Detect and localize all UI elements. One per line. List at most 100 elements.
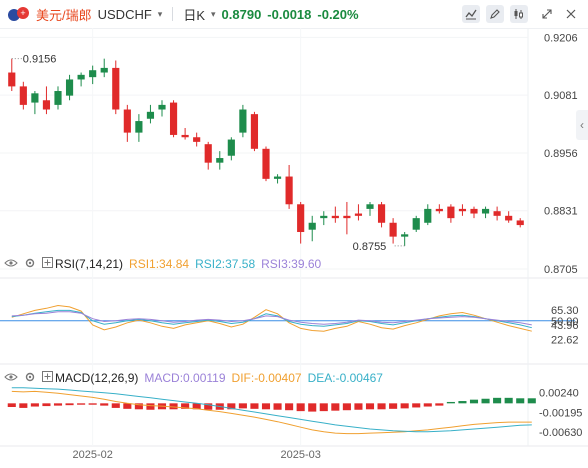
candle-body bbox=[285, 176, 293, 205]
macd-histogram-bar bbox=[481, 398, 490, 404]
pair-symbol[interactable]: USDCHF bbox=[97, 6, 152, 22]
candle-body bbox=[112, 67, 120, 110]
rsi2-value: RSI2:37.58 bbox=[195, 257, 256, 271]
macd-histogram-bar bbox=[342, 403, 351, 411]
candle-body bbox=[239, 109, 247, 133]
macd-histogram-bar bbox=[504, 397, 513, 404]
macd-histogram-bar bbox=[377, 403, 386, 410]
hide-eye-icon[interactable] bbox=[4, 371, 18, 385]
candle-body bbox=[42, 100, 51, 110]
macd-histogram-bar bbox=[100, 403, 109, 406]
side-panel-toggle-icon[interactable]: ‹ bbox=[576, 110, 588, 140]
macd-dif-line bbox=[11, 390, 532, 435]
macd-histogram-bar bbox=[458, 401, 467, 404]
candle-body bbox=[123, 109, 131, 133]
macd-histogram-bar bbox=[88, 403, 97, 405]
candle-body bbox=[320, 215, 328, 219]
macd-histogram-bar bbox=[331, 403, 340, 411]
price-change: -0.0018 bbox=[267, 6, 312, 22]
candle-body bbox=[146, 111, 155, 119]
candle-body bbox=[227, 139, 235, 156]
candle-body bbox=[424, 208, 432, 223]
settings-gear-icon[interactable] bbox=[24, 371, 36, 386]
macd-histogram-bar bbox=[192, 403, 201, 410]
candle-body bbox=[8, 72, 16, 87]
macd-histogram-bar bbox=[169, 403, 178, 410]
price-tick-label: 0.8705 bbox=[544, 264, 578, 276]
candle-body bbox=[516, 220, 524, 226]
candle-body bbox=[308, 222, 316, 230]
macd-histogram-bar bbox=[527, 398, 536, 404]
macd-histogram-bar bbox=[296, 403, 305, 412]
expand-icon[interactable] bbox=[538, 5, 556, 23]
macd-histogram-bar bbox=[250, 403, 259, 409]
chart-header: + 美元/瑞郎 USDCHF ▾ 日K ▾ 0.8790 -0.0018 -0.… bbox=[0, 0, 588, 29]
rsi-tick-label: 43.96 bbox=[551, 320, 579, 332]
candle-body bbox=[458, 208, 467, 212]
candle-body bbox=[135, 121, 143, 133]
macd-histogram-bar bbox=[53, 403, 63, 406]
macd-histogram-bar bbox=[493, 397, 502, 404]
candle-body bbox=[77, 74, 85, 80]
candle-body bbox=[435, 208, 443, 212]
candle-body bbox=[377, 204, 386, 223]
candle-body bbox=[470, 208, 478, 214]
macd-histogram-bar bbox=[7, 403, 16, 407]
candle-body bbox=[273, 176, 282, 179]
price-tick-label: 0.9081 bbox=[544, 90, 578, 102]
x-tick-label: 2025-02 bbox=[72, 449, 112, 461]
expand-plus-icon[interactable] bbox=[42, 257, 53, 271]
macd-histogram-bar bbox=[111, 403, 120, 408]
candle-body bbox=[412, 218, 420, 230]
macd-histogram-bar bbox=[516, 398, 525, 404]
rsi3-value: RSI3:39.60 bbox=[261, 257, 322, 271]
divider bbox=[172, 7, 174, 21]
macd-histogram-bar bbox=[308, 403, 317, 412]
macd-histogram-bar bbox=[400, 403, 409, 409]
candle-body bbox=[262, 148, 270, 179]
macd-histogram-bar bbox=[181, 403, 190, 409]
candle-body bbox=[354, 213, 363, 216]
candle-body bbox=[19, 86, 27, 105]
macd-histogram-bar bbox=[319, 403, 328, 412]
expand-plus-icon[interactable] bbox=[42, 371, 53, 385]
rsi-series-2 bbox=[11, 309, 532, 329]
chart-type-icon[interactable] bbox=[510, 5, 528, 23]
rsi-series-3 bbox=[11, 311, 532, 326]
macd-histogram-bar bbox=[227, 403, 236, 410]
candle-body bbox=[401, 234, 409, 237]
candle-body bbox=[343, 215, 351, 219]
x-tick-label: 2025-03 bbox=[280, 449, 320, 461]
pair-dropdown-icon[interactable]: ▾ bbox=[157, 8, 163, 19]
period-selector[interactable]: 日K bbox=[183, 7, 205, 23]
price-change-pct: -0.20% bbox=[317, 6, 359, 22]
hide-eye-icon[interactable] bbox=[4, 257, 18, 271]
macd-histogram-bar bbox=[238, 403, 247, 409]
rsi-title: RSI(7,14,21) bbox=[55, 257, 124, 271]
macd-histogram-bar bbox=[354, 403, 363, 410]
indicator-icon[interactable] bbox=[462, 5, 480, 23]
currency-flag-icon: + bbox=[8, 7, 30, 21]
period-dropdown-icon[interactable]: ▾ bbox=[211, 8, 216, 19]
draw-pencil-icon[interactable] bbox=[486, 5, 504, 23]
macd-histogram-bar bbox=[30, 403, 39, 407]
macd-legend: MACD(12,26,9) MACD:0.00119 DIF:-0.00407 … bbox=[4, 369, 383, 387]
rsi-legend: RSI(7,14,21) RSI1:34.84 RSI2:37.58 RSI3:… bbox=[4, 255, 321, 273]
candle-body bbox=[31, 93, 39, 103]
settings-gear-icon[interactable] bbox=[24, 257, 36, 272]
candle-body bbox=[481, 208, 490, 214]
candle-body bbox=[193, 137, 201, 142]
macd-histogram-bar bbox=[19, 403, 28, 408]
candle-body bbox=[493, 211, 501, 216]
macd-tick-label: -0.00195 bbox=[539, 407, 582, 419]
macd-histogram-bar bbox=[65, 403, 74, 406]
macd-histogram-bar bbox=[412, 403, 421, 408]
close-icon[interactable] bbox=[562, 5, 580, 23]
candle-body bbox=[89, 70, 97, 78]
rsi-tick-label: 50.00 bbox=[551, 316, 579, 328]
price-tick-label: 0.9206 bbox=[544, 32, 578, 44]
pair-name[interactable]: 美元/瑞郎 bbox=[36, 7, 92, 23]
macd-histogram-bar bbox=[146, 403, 155, 410]
macd-histogram-bar bbox=[204, 403, 213, 410]
